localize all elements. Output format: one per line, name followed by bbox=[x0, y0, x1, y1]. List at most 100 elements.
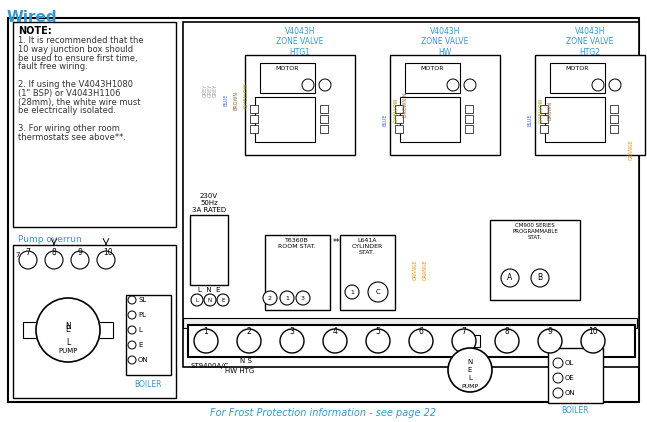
Text: 1: 1 bbox=[285, 295, 289, 300]
Circle shape bbox=[448, 348, 492, 392]
Bar bbox=[13, 22, 176, 227]
Text: 3. For wiring other room: 3. For wiring other room bbox=[18, 124, 120, 133]
Text: C: C bbox=[376, 289, 380, 295]
Text: GREY: GREY bbox=[208, 84, 213, 97]
Text: L: L bbox=[195, 298, 199, 303]
Circle shape bbox=[345, 285, 359, 299]
Circle shape bbox=[263, 291, 277, 305]
Text: BLUE: BLUE bbox=[528, 114, 533, 126]
Circle shape bbox=[71, 251, 89, 269]
Text: 9: 9 bbox=[547, 327, 553, 336]
Text: A: A bbox=[507, 273, 512, 282]
Bar bbox=[320, 125, 328, 133]
Text: L: L bbox=[138, 327, 142, 333]
Bar bbox=[395, 105, 403, 113]
Text: G/YELLOW: G/YELLOW bbox=[538, 97, 543, 123]
Circle shape bbox=[204, 294, 216, 306]
Text: fault free wiring.: fault free wiring. bbox=[18, 62, 88, 71]
Text: OL: OL bbox=[565, 360, 575, 366]
Text: 10: 10 bbox=[103, 248, 113, 257]
Text: B: B bbox=[538, 273, 543, 282]
Text: HW HTG: HW HTG bbox=[225, 368, 254, 374]
Text: ON: ON bbox=[138, 357, 149, 363]
Text: BOILER: BOILER bbox=[134, 380, 162, 389]
Text: E: E bbox=[468, 367, 472, 373]
Text: 9: 9 bbox=[77, 248, 82, 257]
Text: (28mm), the white wire must: (28mm), the white wire must bbox=[18, 97, 140, 107]
Bar bbox=[540, 125, 548, 133]
Circle shape bbox=[581, 329, 605, 353]
Bar bbox=[245, 55, 355, 155]
Text: BOILER: BOILER bbox=[561, 406, 589, 415]
Circle shape bbox=[128, 326, 136, 334]
Text: 1: 1 bbox=[350, 289, 354, 295]
Circle shape bbox=[191, 294, 203, 306]
Bar bbox=[465, 115, 473, 123]
Text: N: N bbox=[65, 322, 71, 331]
Circle shape bbox=[409, 329, 433, 353]
Text: V4043H
ZONE VALVE
HTG1: V4043H ZONE VALVE HTG1 bbox=[276, 27, 324, 57]
Text: BROWN: BROWN bbox=[233, 90, 238, 110]
Circle shape bbox=[592, 79, 604, 91]
Text: 5: 5 bbox=[375, 327, 380, 336]
Text: 230V
50Hz
3A RATED: 230V 50Hz 3A RATED bbox=[192, 193, 226, 213]
Text: GREY: GREY bbox=[203, 84, 208, 97]
Text: MOTOR: MOTOR bbox=[421, 66, 444, 71]
Text: 7: 7 bbox=[15, 252, 19, 258]
Text: 2: 2 bbox=[247, 327, 252, 336]
Text: For Frost Protection information - see page 22: For Frost Protection information - see p… bbox=[210, 408, 436, 418]
Text: 10: 10 bbox=[588, 327, 598, 336]
Text: thermostats see above**.: thermostats see above**. bbox=[18, 133, 126, 142]
Circle shape bbox=[501, 269, 519, 287]
Text: BROWN: BROWN bbox=[548, 100, 553, 119]
Circle shape bbox=[280, 329, 304, 353]
Text: E: E bbox=[65, 325, 71, 335]
Circle shape bbox=[368, 282, 388, 302]
Text: CM900 SERIES
PROGRAMMABLE
STAT.: CM900 SERIES PROGRAMMABLE STAT. bbox=[512, 223, 558, 240]
Bar bbox=[190, 215, 228, 285]
Bar bbox=[545, 97, 605, 142]
Text: G/YELLOW: G/YELLOW bbox=[243, 82, 248, 108]
Text: 4: 4 bbox=[333, 327, 338, 336]
Bar bbox=[465, 105, 473, 113]
Bar bbox=[255, 97, 315, 142]
Bar bbox=[23, 322, 37, 338]
Bar bbox=[320, 105, 328, 113]
Text: T6360B
ROOM STAT.: T6360B ROOM STAT. bbox=[278, 238, 316, 249]
Text: E: E bbox=[221, 298, 225, 303]
Text: **: ** bbox=[333, 238, 341, 247]
Text: 3: 3 bbox=[290, 327, 294, 336]
Circle shape bbox=[538, 329, 562, 353]
Text: ORANGE: ORANGE bbox=[423, 260, 428, 281]
Text: OE: OE bbox=[565, 375, 575, 381]
Text: V4043H
ZONE VALVE
HW: V4043H ZONE VALVE HW bbox=[421, 27, 468, 57]
Text: be used to ensure first time,: be used to ensure first time, bbox=[18, 54, 138, 62]
Bar bbox=[250, 125, 258, 133]
Bar bbox=[250, 105, 258, 113]
Circle shape bbox=[45, 251, 63, 269]
Bar bbox=[540, 115, 548, 123]
Text: N S: N S bbox=[240, 358, 252, 364]
Bar bbox=[340, 235, 395, 310]
Text: PL: PL bbox=[138, 312, 146, 318]
Text: Pump overrun: Pump overrun bbox=[18, 235, 82, 244]
Bar bbox=[460, 335, 480, 347]
Bar bbox=[126, 295, 171, 375]
Circle shape bbox=[36, 298, 100, 362]
Text: GREY: GREY bbox=[213, 84, 218, 97]
Bar bbox=[490, 220, 580, 300]
Text: NOTE:: NOTE: bbox=[18, 26, 52, 36]
Text: PUMP: PUMP bbox=[58, 348, 78, 354]
Bar bbox=[610, 125, 618, 133]
Text: PUMP: PUMP bbox=[461, 384, 479, 389]
Circle shape bbox=[302, 79, 314, 91]
Bar bbox=[265, 235, 330, 310]
Text: ST9400A/C: ST9400A/C bbox=[190, 363, 228, 369]
Text: 2. If using the V4043H1080: 2. If using the V4043H1080 bbox=[18, 80, 133, 89]
Circle shape bbox=[128, 341, 136, 349]
Bar bbox=[250, 115, 258, 123]
Circle shape bbox=[97, 251, 115, 269]
Text: Wired: Wired bbox=[7, 10, 58, 25]
Circle shape bbox=[194, 329, 218, 353]
Circle shape bbox=[531, 269, 549, 287]
